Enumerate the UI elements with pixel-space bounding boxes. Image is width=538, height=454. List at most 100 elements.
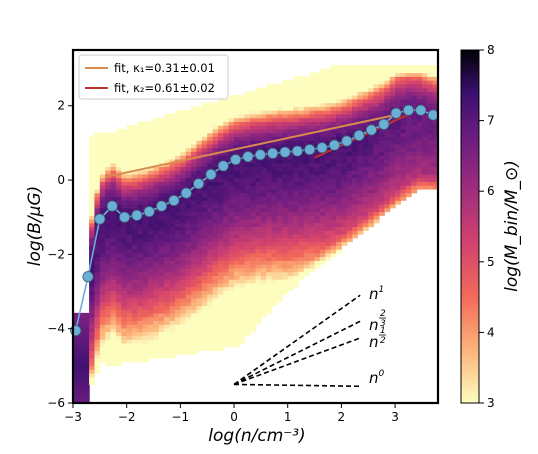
heatmap-cell bbox=[153, 324, 160, 329]
heatmap-cell bbox=[293, 128, 300, 134]
x-tick-label: 2 bbox=[338, 410, 346, 424]
heatmap-cell bbox=[191, 196, 198, 201]
heatmap-cell bbox=[309, 249, 316, 254]
heatmap-cell bbox=[250, 260, 257, 265]
heatmap-cell bbox=[196, 222, 203, 228]
heatmap-cell bbox=[234, 339, 240, 344]
heatmap-cell bbox=[309, 252, 316, 258]
heatmap-cell bbox=[378, 136, 385, 141]
heatmap-cell bbox=[164, 335, 171, 340]
heatmap-cell bbox=[105, 181, 112, 186]
colorbar-tick-label: 4 bbox=[487, 325, 495, 339]
heatmap-cell bbox=[110, 181, 117, 186]
heatmap-cell bbox=[121, 140, 128, 145]
median-point bbox=[205, 168, 217, 181]
heatmap-cell bbox=[352, 215, 359, 220]
heatmap-cell bbox=[282, 121, 289, 126]
heatmap-cell bbox=[191, 339, 198, 344]
heatmap-cell bbox=[83, 331, 90, 337]
heatmap-cell bbox=[137, 327, 144, 333]
heatmap-cell bbox=[228, 173, 235, 179]
heatmap-cell bbox=[121, 166, 128, 171]
heatmap-cell bbox=[400, 188, 407, 194]
heatmap-cell bbox=[196, 342, 203, 348]
heatmap-cell bbox=[212, 128, 219, 134]
heatmap-cell bbox=[132, 342, 139, 348]
heatmap-cell bbox=[137, 200, 144, 205]
heatmap-cell bbox=[115, 155, 122, 160]
heatmap-cell bbox=[94, 245, 101, 250]
heatmap-cell bbox=[174, 222, 181, 228]
heatmap-cell bbox=[276, 218, 283, 224]
heatmap-cell bbox=[137, 226, 144, 231]
heatmap-cell bbox=[142, 192, 149, 198]
heatmap-cell bbox=[228, 125, 235, 130]
heatmap-cell bbox=[255, 211, 262, 216]
heatmap-cell bbox=[341, 68, 348, 74]
heatmap-cell bbox=[158, 290, 165, 295]
heatmap-cell bbox=[250, 230, 257, 235]
heatmap-cell bbox=[234, 282, 240, 288]
heatmap-cell bbox=[421, 185, 428, 190]
heatmap-cell bbox=[174, 136, 181, 141]
heatmap-cell bbox=[132, 264, 139, 269]
heatmap-cell bbox=[421, 113, 428, 119]
heatmap-cell bbox=[378, 128, 385, 134]
heatmap-cell bbox=[298, 207, 305, 213]
heatmap-cell bbox=[336, 237, 342, 243]
heatmap-cell bbox=[99, 196, 106, 201]
heatmap-cell bbox=[201, 113, 208, 119]
heatmap-cell bbox=[368, 65, 375, 70]
heatmap-cell bbox=[276, 256, 283, 261]
heatmap-cell bbox=[217, 106, 224, 111]
heatmap-cell bbox=[201, 226, 208, 231]
heatmap-cell bbox=[137, 155, 144, 160]
heatmap-cell bbox=[228, 95, 235, 100]
heatmap-cell bbox=[174, 211, 181, 216]
heatmap-cell bbox=[99, 177, 106, 183]
heatmap-cell bbox=[309, 102, 316, 107]
heatmap-cell bbox=[432, 106, 438, 111]
heatmap-cell bbox=[250, 200, 257, 205]
heatmap-cell bbox=[239, 275, 246, 280]
heatmap-cell bbox=[378, 76, 385, 81]
heatmap-cell bbox=[153, 327, 160, 333]
heatmap-cell bbox=[137, 350, 144, 355]
heatmap-cell bbox=[244, 95, 251, 100]
heatmap-cell bbox=[266, 125, 273, 130]
y-tick-label: −6 bbox=[47, 396, 65, 410]
heatmap-cell bbox=[336, 188, 342, 194]
heatmap-cell bbox=[115, 252, 122, 258]
heatmap-cell bbox=[132, 279, 139, 284]
heatmap-cell bbox=[266, 264, 273, 269]
heatmap-cell bbox=[362, 143, 369, 149]
median-point bbox=[82, 271, 94, 283]
heatmap-cell bbox=[121, 147, 128, 152]
heatmap-cell bbox=[432, 72, 438, 77]
heatmap-cell bbox=[94, 140, 101, 145]
heatmap-cell bbox=[336, 102, 342, 107]
heatmap-cell bbox=[336, 83, 342, 89]
heatmap-cell bbox=[105, 297, 112, 303]
heatmap-cell bbox=[293, 234, 300, 239]
heatmap-cell bbox=[266, 87, 273, 92]
heatmap-cell bbox=[174, 143, 181, 149]
heatmap-cell bbox=[223, 245, 230, 250]
median-point bbox=[279, 146, 291, 158]
heatmap-cell bbox=[325, 72, 332, 77]
heatmap-cell bbox=[164, 173, 171, 179]
heatmap-cell bbox=[126, 339, 133, 344]
heatmap-cell bbox=[330, 196, 337, 201]
heatmap-cell bbox=[196, 324, 203, 329]
heatmap-cell bbox=[164, 290, 171, 295]
heatmap-cell bbox=[276, 230, 283, 235]
heatmap-cell bbox=[298, 106, 305, 111]
heatmap-cell bbox=[94, 264, 101, 269]
heatmap-cell bbox=[164, 282, 171, 288]
heatmap-cell bbox=[378, 181, 385, 186]
heatmap-cell bbox=[73, 342, 79, 348]
heatmap-cell bbox=[207, 218, 214, 224]
heatmap-cell bbox=[142, 249, 149, 254]
heatmap-cell bbox=[314, 192, 321, 198]
heatmap-cell bbox=[132, 147, 139, 152]
